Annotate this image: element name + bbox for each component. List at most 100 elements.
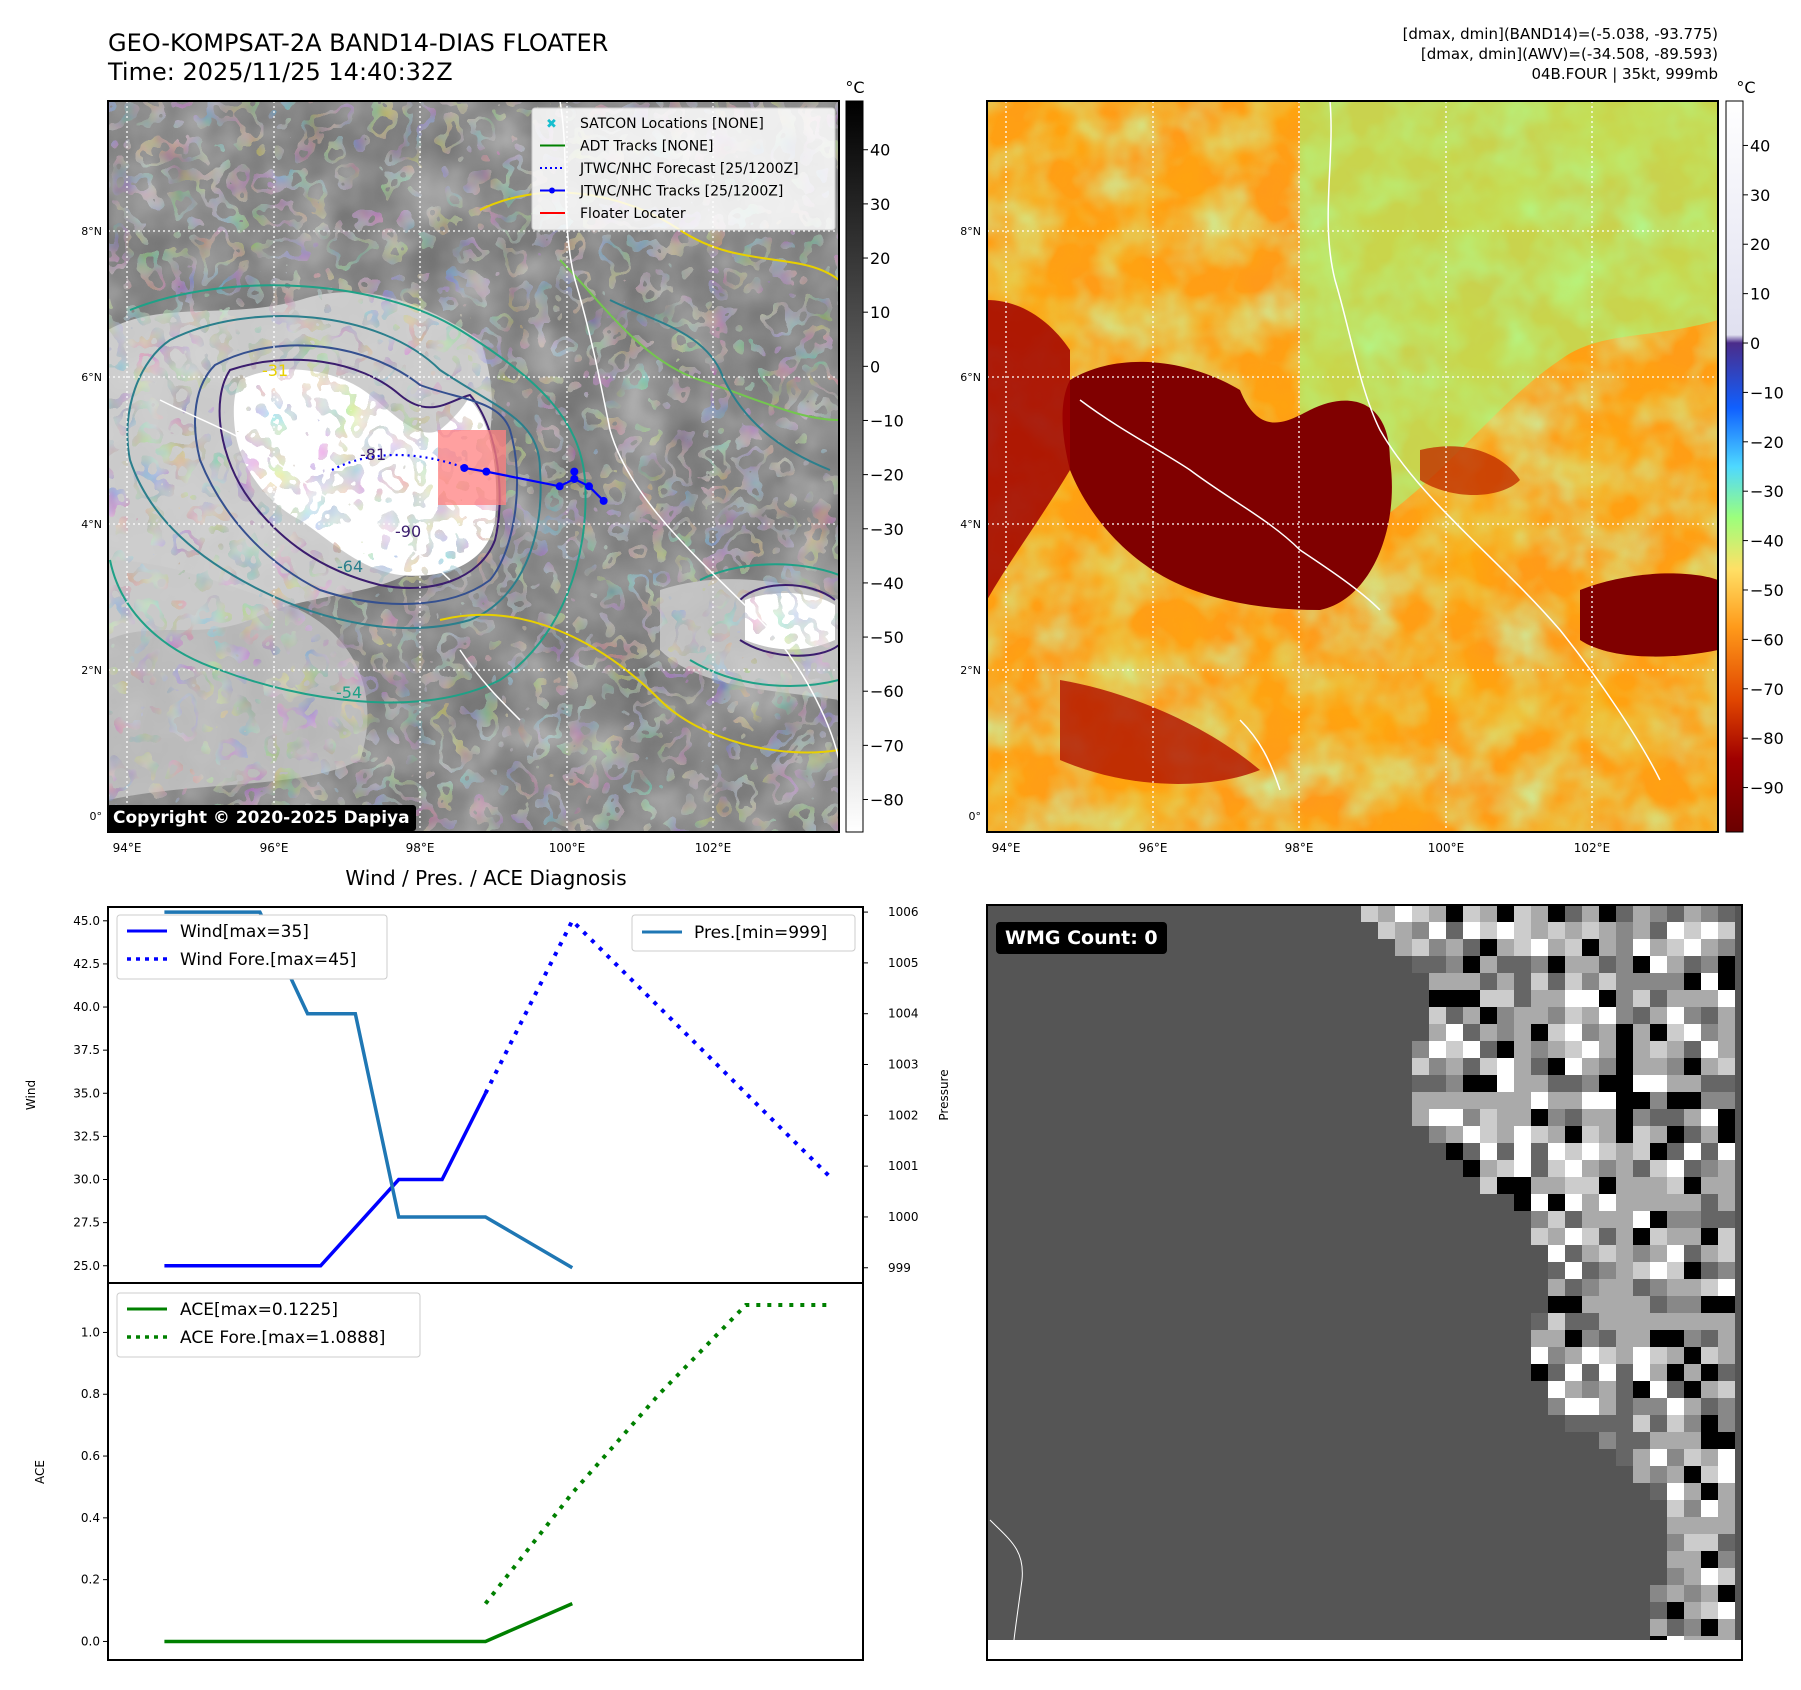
wmg-cell <box>1701 1143 1718 1160</box>
wmg-cell <box>1684 1211 1701 1228</box>
wmg-cell <box>1650 1041 1667 1058</box>
wmg-cell <box>1667 1126 1684 1143</box>
wmg-cell <box>1701 1177 1718 1194</box>
wmg-cell <box>1616 939 1633 956</box>
wmg-cell <box>1650 1194 1667 1211</box>
wmg-cell <box>1378 905 1395 922</box>
wmg-cell <box>1497 990 1514 1007</box>
wmg-cell <box>1684 1398 1701 1415</box>
wmg-cell <box>1701 1483 1718 1500</box>
wmg-cell <box>1497 1092 1514 1109</box>
wmg-cell <box>1548 1194 1565 1211</box>
wmg-cell <box>1667 1364 1684 1381</box>
wmg-cell <box>1616 1211 1633 1228</box>
wmg-cell <box>1480 1041 1497 1058</box>
ace-y-tick-label: 0.8 <box>81 1387 100 1401</box>
wmg-cell <box>1582 1296 1599 1313</box>
wmg-cell <box>1650 1364 1667 1381</box>
wmg-cell <box>1565 1415 1582 1432</box>
wmg-cell <box>1446 1126 1463 1143</box>
wmg-cell <box>1633 1245 1650 1262</box>
wmg-cell <box>1650 1007 1667 1024</box>
wmg-cell <box>1684 1585 1701 1602</box>
wmg-cell <box>1633 1075 1650 1092</box>
lon-label: 102°E <box>695 841 732 855</box>
wmg-cell <box>1718 1058 1735 1075</box>
wmg-cell <box>1684 1092 1701 1109</box>
wmg-cell <box>1548 1347 1565 1364</box>
wind-line <box>164 1092 488 1268</box>
wmg-cell <box>1633 1160 1650 1177</box>
wmg-cell <box>1633 1041 1650 1058</box>
wmg-cell <box>1548 939 1565 956</box>
wmg-cell <box>1548 1007 1565 1024</box>
wmg-cell <box>1395 939 1412 956</box>
gray-colorbar-tick-label: 0 <box>870 357 880 376</box>
wmg-cell <box>1446 1092 1463 1109</box>
wmg-cell <box>1616 1041 1633 1058</box>
wmg-cell <box>1633 1092 1650 1109</box>
pressure-line <box>164 910 574 1270</box>
wmg-cells <box>1361 905 1735 1653</box>
pressure-y-tick-label: 1004 <box>888 1007 919 1021</box>
wmg-cell <box>1514 1126 1531 1143</box>
wmg-cell <box>1480 1075 1497 1092</box>
wmg-cell <box>1718 1585 1735 1602</box>
color-colorbar-tick-label: 30 <box>1750 186 1770 205</box>
figure-title-line2: Time: 2025/11/25 14:40:32Z <box>107 58 453 86</box>
wmg-cell <box>1701 1245 1718 1262</box>
wmg-cell <box>1684 1245 1701 1262</box>
wmg-cell <box>1633 1279 1650 1296</box>
wmg-cell <box>1684 1534 1701 1551</box>
color-map-frame <box>986 100 1719 833</box>
wmg-cell <box>1667 1398 1684 1415</box>
wmg-cell <box>1582 1058 1599 1075</box>
wmg-cell <box>1599 956 1616 973</box>
wmg-cell <box>1667 1279 1684 1296</box>
wmg-cell <box>1548 973 1565 990</box>
wmg-cell <box>1701 1313 1718 1330</box>
wmg-cell <box>1565 1007 1582 1024</box>
cold-region-west <box>987 300 1070 600</box>
wmg-cell <box>1531 1313 1548 1330</box>
wmg-cell <box>1599 1126 1616 1143</box>
wmg-cell <box>1718 922 1735 939</box>
wmg-cell <box>1650 1585 1667 1602</box>
wmg-cell <box>1514 973 1531 990</box>
lon-label: 98°E <box>1285 841 1314 855</box>
wmg-cell <box>1446 1075 1463 1092</box>
wmg-cell <box>1701 1568 1718 1585</box>
wmg-cell <box>1718 1619 1735 1636</box>
wmg-cell <box>1548 1296 1565 1313</box>
color-colorbar <box>1725 100 1744 833</box>
wmg-cell <box>1667 1313 1684 1330</box>
wmg-cell <box>1463 1092 1480 1109</box>
wmg-cell <box>1616 1092 1633 1109</box>
wmg-cell <box>1599 1330 1616 1347</box>
track-point <box>482 467 491 476</box>
wmg-cell <box>1667 1602 1684 1619</box>
wind-y-tick-label: 30.0 <box>73 1173 100 1187</box>
wmg-cell <box>1616 905 1633 922</box>
lat-label: 4°N <box>81 518 102 531</box>
ace-line <box>164 1601 573 1644</box>
lon-label: 96°E <box>260 841 289 855</box>
wmg-cell <box>1548 1279 1565 1296</box>
legend-label: JTWC/NHC Tracks [25/1200Z] <box>579 184 783 200</box>
wmg-cell <box>1514 956 1531 973</box>
wmg-cell <box>1718 1211 1735 1228</box>
wmg-cell <box>1582 990 1599 1007</box>
wind-forecast-legend-label: Wind Fore.[max=45] <box>180 950 356 970</box>
wind-legend-label: Wind[max=35] <box>180 922 309 942</box>
wmg-cell <box>1701 1449 1718 1466</box>
wmg-cell <box>1667 1330 1684 1347</box>
wmg-cell <box>1650 1398 1667 1415</box>
wmg-cell <box>1684 1296 1701 1313</box>
wmg-cell <box>1531 973 1548 990</box>
wmg-cell <box>1667 1160 1684 1177</box>
wmg-cell <box>1616 1245 1633 1262</box>
legend-label: JTWC/NHC Forecast [25/1200Z] <box>579 161 799 177</box>
wmg-frame <box>986 904 1743 1661</box>
wmg-cell <box>1531 956 1548 973</box>
wmg-cell <box>1633 1143 1650 1160</box>
